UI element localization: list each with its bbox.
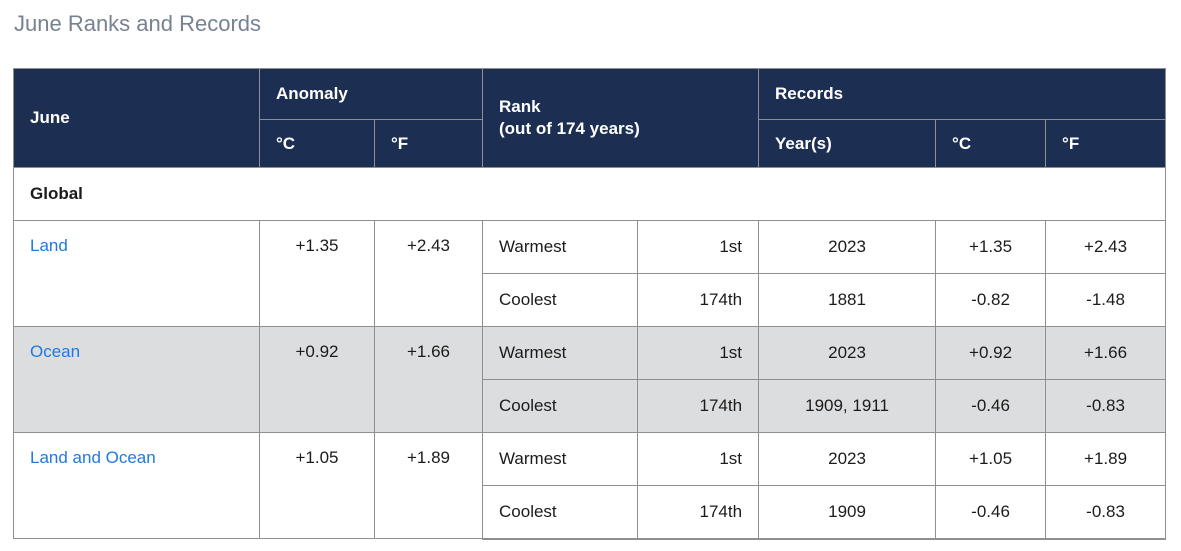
surface-cell: Land and Ocean	[13, 432, 260, 539]
record-years-cell: 2023	[758, 220, 937, 274]
table-row: Land and Ocean +1.05 +1.89 Warmest 1st 2…	[13, 432, 1167, 539]
record-c-cell: -0.46	[935, 379, 1047, 433]
surface-link-land[interactable]: Land	[30, 236, 68, 255]
record-type-cell: Warmest	[482, 432, 639, 486]
anomaly-f-cell: +1.89	[373, 432, 484, 539]
rank-cell: 174th	[637, 379, 760, 433]
table-header: June Anomaly Rank (out of 174 years) Rec…	[13, 68, 1167, 168]
header-anomaly-fahrenheit: °F	[373, 119, 484, 168]
record-c-cell: +1.05	[935, 432, 1047, 486]
rank-cell: 174th	[637, 485, 760, 540]
table-row: Coolest 174th 1909, 1911 -0.46 -0.83	[14, 379, 1167, 433]
section-row-global: Global	[12, 167, 1167, 221]
record-years-cell: 1909	[758, 485, 937, 540]
header-records-years: Year(s)	[758, 119, 937, 168]
record-type-cell: Coolest	[482, 485, 639, 540]
record-f-cell: +2.43	[1045, 220, 1167, 274]
june-ranks-table: June Anomaly Rank (out of 174 years) Rec…	[12, 68, 1167, 540]
header-records-celsius: °C	[935, 119, 1047, 168]
rank-cell: 1st	[637, 326, 760, 380]
anomaly-c-cell: +1.05	[259, 432, 375, 539]
anomaly-c-cell: +0.92	[259, 326, 375, 433]
surface-link-land-and-ocean[interactable]: Land and Ocean	[30, 448, 156, 467]
rank-cell: 1st	[637, 220, 760, 274]
surface-link-ocean[interactable]: Ocean	[30, 342, 81, 361]
surface-cell: Land	[13, 220, 260, 327]
record-f-cell: -1.48	[1045, 273, 1167, 327]
record-f-cell: +1.89	[1045, 432, 1167, 486]
record-type-cell: Warmest	[482, 326, 639, 380]
record-type-cell: Coolest	[482, 379, 639, 433]
rank-cell: 1st	[637, 432, 760, 486]
record-f-cell: +1.66	[1045, 326, 1167, 380]
rank-cell: 174th	[637, 273, 760, 327]
header-anomaly: Anomaly	[258, 68, 484, 120]
header-anomaly-celsius: °C	[259, 119, 375, 168]
table-row: Coolest 174th 1909 -0.46 -0.83	[14, 485, 1167, 540]
record-type-cell: Warmest	[482, 220, 639, 274]
record-years-cell: 2023	[758, 432, 937, 486]
table-row: Ocean +0.92 +1.66 Warmest 1st 2023 +0.92…	[13, 326, 1167, 433]
header-rank: Rank (out of 174 years)	[482, 68, 760, 168]
record-c-cell: -0.82	[935, 273, 1047, 327]
header-rank-line1: Rank	[499, 97, 541, 116]
anomaly-c-cell: +1.35	[259, 220, 375, 327]
header-month: June	[13, 68, 260, 168]
table-row: Coolest 174th 1881 -0.82 -1.48	[14, 273, 1167, 327]
record-c-cell: -0.46	[935, 485, 1047, 540]
record-c-cell: +0.92	[935, 326, 1047, 380]
record-type-cell: Coolest	[482, 273, 639, 327]
header-records: Records	[758, 68, 1167, 120]
record-c-cell: +1.35	[935, 220, 1047, 274]
record-years-cell: 1881	[758, 273, 937, 327]
anomaly-f-cell: +2.43	[373, 220, 484, 327]
record-years-cell: 1909, 1911	[758, 379, 937, 433]
surface-cell: Ocean	[13, 326, 260, 433]
record-f-cell: -0.83	[1045, 485, 1167, 540]
section-label: Global	[12, 167, 1167, 221]
page-title: June Ranks and Records	[14, 11, 262, 36]
header-records-fahrenheit: °F	[1045, 119, 1167, 168]
record-f-cell: -0.83	[1045, 379, 1167, 433]
record-years-cell: 2023	[758, 326, 937, 380]
table-row: Land +1.35 +2.43 Warmest 1st 2023 +1.35 …	[13, 220, 1167, 327]
anomaly-f-cell: +1.66	[373, 326, 484, 433]
header-rank-line2: (out of 174 years)	[499, 119, 640, 138]
